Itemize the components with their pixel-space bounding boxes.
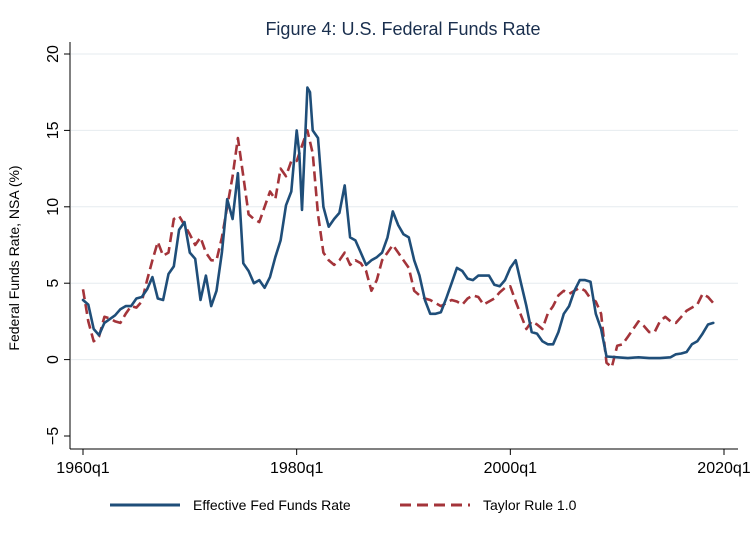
y-tick-label: 20 (45, 45, 62, 63)
y-ticks: −5 0 5 10 15 20 (45, 45, 70, 445)
x-tick-label: 1980q1 (270, 460, 323, 477)
series-line-effective-fed-funds-rate (81, 86, 715, 360)
x-tick-label: 2020q1 (697, 460, 750, 477)
y-tick-label: 0 (45, 355, 62, 364)
x-tick-label: 2000q1 (484, 460, 537, 477)
x-tick-label: 1960q1 (56, 460, 109, 477)
series-layer (81, 86, 715, 369)
y-tick-label: 10 (45, 198, 62, 216)
chart-title: Figure 4: U.S. Federal Funds Rate (265, 19, 540, 39)
series-line-taylor-rule (81, 129, 715, 369)
gridlines (71, 53, 738, 361)
y-tick-label: 5 (45, 279, 62, 288)
x-ticks: 1960q1 1980q1 2000q1 2020q1 (56, 449, 751, 477)
y-axis-label: Federal Funds Rate, NSA (%) (6, 165, 22, 350)
axes (69, 42, 738, 450)
y-tick-label: 15 (45, 121, 62, 139)
legend-label-taylor-rule: Taylor Rule 1.0 (483, 497, 577, 513)
legend: Effective Fed Funds Rate Taylor Rule 1.0 (110, 497, 577, 513)
legend-label-effective-fed-funds-rate: Effective Fed Funds Rate (193, 497, 351, 513)
y-tick-label: −5 (45, 427, 62, 445)
